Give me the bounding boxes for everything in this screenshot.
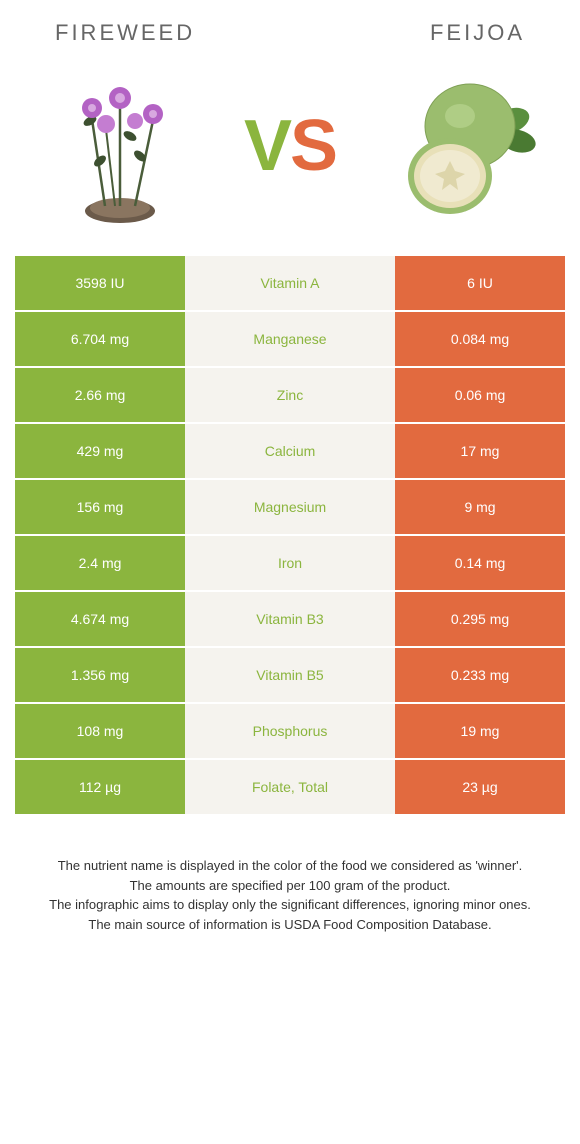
header-title-left: FIREWEED bbox=[55, 20, 195, 46]
footer-line-3: The infographic aims to display only the… bbox=[25, 895, 555, 915]
right-value-cell: 9 mg bbox=[395, 480, 565, 534]
table-row: 156 mgMagnesium9 mg bbox=[15, 480, 565, 536]
footer-line-2: The amounts are specified per 100 gram o… bbox=[25, 876, 555, 896]
header-row: FIREWEED FEIJOA bbox=[15, 20, 565, 46]
table-row: 3598 IUVitamin A6 IU bbox=[15, 256, 565, 312]
feijoa-icon bbox=[380, 66, 540, 226]
right-value-cell: 17 mg bbox=[395, 424, 565, 478]
header-title-right: FEIJOA bbox=[430, 20, 525, 46]
nutrient-name-cell: Folate, total bbox=[185, 760, 395, 814]
table-row: 1.356 mgVitamin B50.233 mg bbox=[15, 648, 565, 704]
right-value-cell: 0.06 mg bbox=[395, 368, 565, 422]
left-value-cell: 112 µg bbox=[15, 760, 185, 814]
left-value-cell: 108 mg bbox=[15, 704, 185, 758]
left-value-cell: 2.66 mg bbox=[15, 368, 185, 422]
left-value-cell: 1.356 mg bbox=[15, 648, 185, 702]
nutrient-table: 3598 IUVitamin A6 IU6.704 mgManganese0.0… bbox=[15, 256, 565, 816]
nutrient-name-cell: Phosphorus bbox=[185, 704, 395, 758]
right-value-cell: 19 mg bbox=[395, 704, 565, 758]
left-value-cell: 6.704 mg bbox=[15, 312, 185, 366]
table-row: 108 mgPhosphorus19 mg bbox=[15, 704, 565, 760]
left-value-cell: 4.674 mg bbox=[15, 592, 185, 646]
vs-s-letter: S bbox=[290, 106, 336, 186]
images-row: VS bbox=[15, 56, 565, 236]
left-value-cell: 156 mg bbox=[15, 480, 185, 534]
table-row: 2.66 mgZinc0.06 mg bbox=[15, 368, 565, 424]
footer-line-1: The nutrient name is displayed in the co… bbox=[25, 856, 555, 876]
vs-label: VS bbox=[244, 105, 336, 187]
nutrient-name-cell: Zinc bbox=[185, 368, 395, 422]
left-value-cell: 2.4 mg bbox=[15, 536, 185, 590]
table-row: 6.704 mgManganese0.084 mg bbox=[15, 312, 565, 368]
fireweed-image bbox=[35, 61, 205, 231]
table-row: 112 µgFolate, total23 µg bbox=[15, 760, 565, 816]
right-value-cell: 0.233 mg bbox=[395, 648, 565, 702]
footer-notes: The nutrient name is displayed in the co… bbox=[15, 856, 565, 964]
footer-line-4: The main source of information is USDA F… bbox=[25, 915, 555, 935]
table-row: 429 mgCalcium17 mg bbox=[15, 424, 565, 480]
left-value-cell: 3598 IU bbox=[15, 256, 185, 310]
right-value-cell: 23 µg bbox=[395, 760, 565, 814]
nutrient-name-cell: Calcium bbox=[185, 424, 395, 478]
nutrient-name-cell: Manganese bbox=[185, 312, 395, 366]
vs-v-letter: V bbox=[244, 106, 290, 186]
feijoa-image bbox=[375, 61, 545, 231]
right-value-cell: 0.14 mg bbox=[395, 536, 565, 590]
right-value-cell: 6 IU bbox=[395, 256, 565, 310]
nutrient-name-cell: Vitamin B3 bbox=[185, 592, 395, 646]
right-value-cell: 0.084 mg bbox=[395, 312, 565, 366]
fireweed-icon bbox=[40, 66, 200, 226]
nutrient-name-cell: Iron bbox=[185, 536, 395, 590]
nutrient-name-cell: Vitamin A bbox=[185, 256, 395, 310]
nutrient-name-cell: Vitamin B5 bbox=[185, 648, 395, 702]
table-row: 4.674 mgVitamin B30.295 mg bbox=[15, 592, 565, 648]
table-row: 2.4 mgIron0.14 mg bbox=[15, 536, 565, 592]
right-value-cell: 0.295 mg bbox=[395, 592, 565, 646]
infographic-container: FIREWEED FEIJOA bbox=[0, 0, 580, 984]
left-value-cell: 429 mg bbox=[15, 424, 185, 478]
nutrient-name-cell: Magnesium bbox=[185, 480, 395, 534]
